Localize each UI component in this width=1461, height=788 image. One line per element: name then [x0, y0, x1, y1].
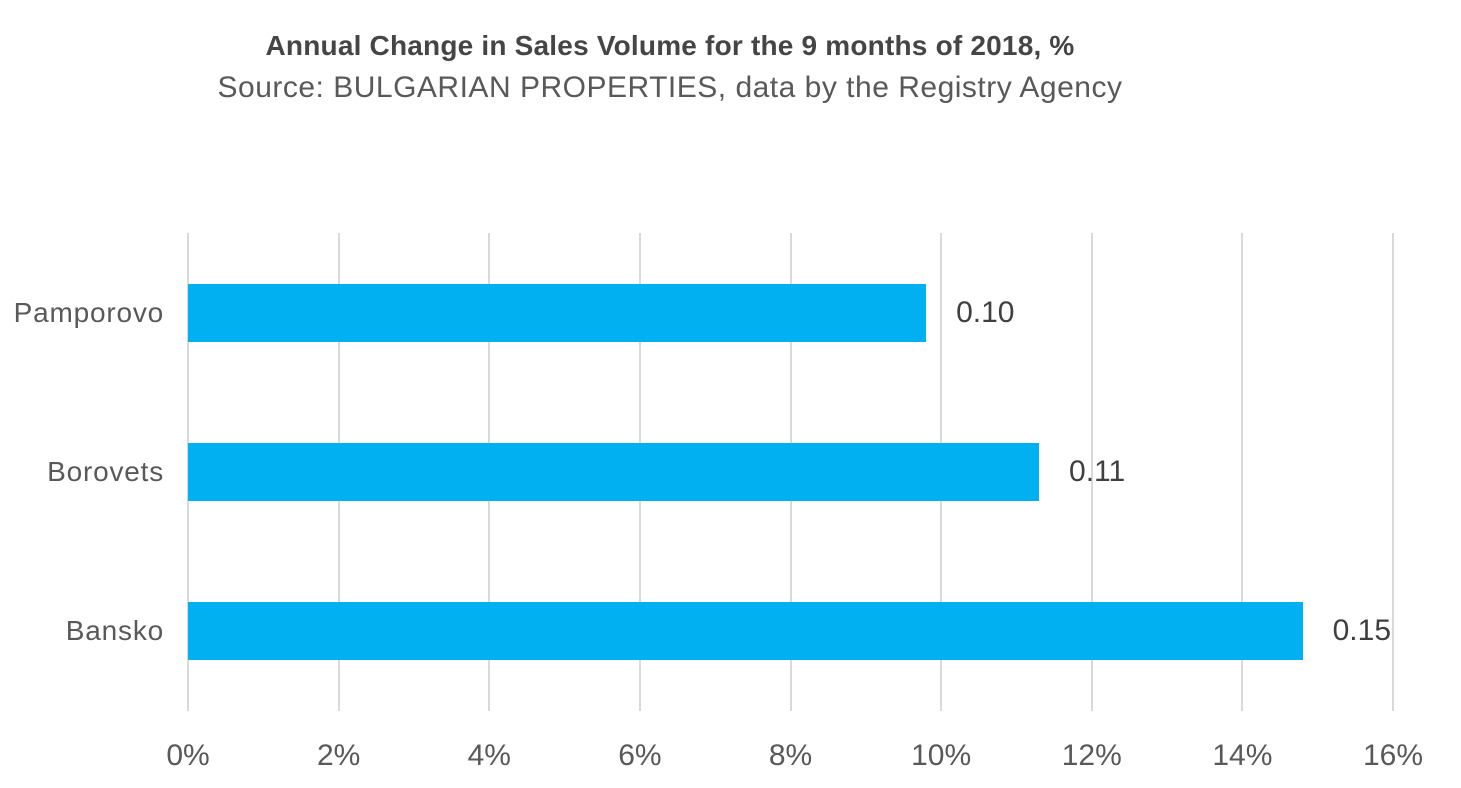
chart-header: Annual Change in Sales Volume for the 9 …	[0, 30, 1340, 106]
value-label: 0.10	[956, 295, 1015, 329]
bar-row: 0.10	[188, 233, 1393, 392]
x-tick-label: 12%	[1061, 739, 1122, 772]
chart-title: Annual Change in Sales Volume for the 9 …	[265, 30, 1075, 61]
gridline	[1392, 233, 1394, 711]
category-label: Borovets	[47, 455, 164, 487]
x-tick-label: 0%	[166, 739, 210, 772]
category-label: Bansko	[65, 615, 164, 647]
category-label: Pamporovo	[13, 296, 164, 328]
x-tick-label: 8%	[768, 739, 813, 772]
x-tick-label: 4%	[467, 739, 511, 772]
bar	[188, 283, 927, 342]
bar-row: 0.15	[188, 552, 1393, 711]
x-tick-label: 10%	[911, 739, 972, 772]
x-axis: 0% 2% 4% 6% 8% 10% 12% 14% 16%	[166, 711, 1423, 788]
x-tick-label: 2%	[316, 739, 361, 772]
gridline	[1241, 233, 1244, 711]
gridline	[1090, 233, 1093, 711]
x-tick-label: 16%	[1362, 739, 1424, 772]
x-tick-label: 14%	[1212, 739, 1273, 772]
bar	[188, 602, 1303, 661]
x-tick-label: 6%	[618, 739, 662, 772]
chart-subtitle: Source: BULGARIAN PROPERTIES, data by th…	[217, 71, 1123, 105]
plot-area: 0.10 0.11 0.15	[187, 233, 1394, 711]
value-label: 0.15	[1332, 614, 1392, 648]
bar-row: 0.11	[188, 392, 1393, 551]
y-axis-category-labels: Pamporovo Borovets Bansko	[0, 233, 164, 711]
bar	[188, 442, 1040, 501]
value-label: 0.11	[1069, 454, 1126, 488]
